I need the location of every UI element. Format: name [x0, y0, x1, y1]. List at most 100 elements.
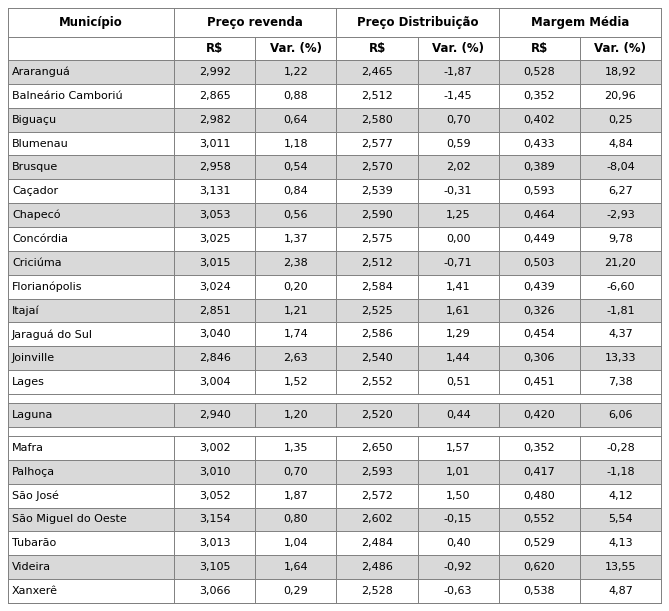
Text: R$: R$ — [369, 42, 385, 55]
Text: 2,982: 2,982 — [199, 115, 231, 125]
Text: Preço Distribuição: Preço Distribuição — [357, 16, 478, 29]
Text: 0,306: 0,306 — [524, 353, 555, 364]
Text: 0,326: 0,326 — [523, 306, 555, 315]
Text: 0,529: 0,529 — [523, 538, 555, 548]
Text: -0,28: -0,28 — [606, 443, 635, 453]
Text: 2,851: 2,851 — [199, 306, 231, 315]
Text: 1,01: 1,01 — [446, 467, 470, 477]
Text: -1,87: -1,87 — [444, 67, 472, 77]
Bar — [8, 203, 661, 227]
Text: 2,528: 2,528 — [361, 586, 393, 596]
Text: 3,052: 3,052 — [199, 491, 231, 500]
Text: 3,154: 3,154 — [199, 514, 231, 524]
Text: -0,15: -0,15 — [444, 514, 472, 524]
Text: -0,71: -0,71 — [444, 258, 472, 268]
Text: 1,64: 1,64 — [284, 562, 308, 573]
Text: 2,575: 2,575 — [361, 234, 393, 244]
Text: 0,538: 0,538 — [523, 586, 555, 596]
Text: 9,78: 9,78 — [608, 234, 633, 244]
Text: 0,51: 0,51 — [446, 377, 470, 387]
Text: Joinville: Joinville — [12, 353, 55, 364]
Text: R$: R$ — [531, 42, 548, 55]
Text: 0,25: 0,25 — [608, 115, 633, 125]
Text: -6,60: -6,60 — [606, 282, 635, 291]
Text: 0,451: 0,451 — [523, 377, 555, 387]
Text: -1,45: -1,45 — [444, 91, 472, 101]
Text: 1,52: 1,52 — [284, 377, 308, 387]
Bar — [8, 394, 661, 403]
Text: 0,389: 0,389 — [523, 163, 555, 172]
Bar — [8, 37, 661, 60]
Text: 1,20: 1,20 — [284, 410, 308, 420]
Text: 0,402: 0,402 — [523, 115, 555, 125]
Text: 0,40: 0,40 — [446, 538, 470, 548]
Text: 6,27: 6,27 — [608, 186, 633, 196]
Bar — [8, 179, 661, 203]
Text: -0,31: -0,31 — [444, 186, 472, 196]
Text: Videira: Videira — [12, 562, 51, 573]
Bar — [8, 275, 661, 299]
Text: 13,33: 13,33 — [605, 353, 636, 364]
Text: 6,06: 6,06 — [608, 410, 633, 420]
Bar — [8, 532, 661, 555]
Text: 2,865: 2,865 — [199, 91, 231, 101]
Text: 3,010: 3,010 — [199, 467, 230, 477]
Text: 3,011: 3,011 — [199, 139, 230, 148]
Text: 2,572: 2,572 — [361, 491, 393, 500]
Text: 1,41: 1,41 — [446, 282, 470, 291]
Bar — [8, 251, 661, 275]
Text: 0,552: 0,552 — [523, 514, 555, 524]
Text: 2,552: 2,552 — [361, 377, 393, 387]
Text: 0,20: 0,20 — [284, 282, 308, 291]
Text: Laguna: Laguna — [12, 410, 54, 420]
Text: 0,433: 0,433 — [523, 139, 555, 148]
Text: 2,650: 2,650 — [361, 443, 393, 453]
Text: Palhoça: Palhoça — [12, 467, 55, 477]
Text: 3,013: 3,013 — [199, 538, 230, 548]
Text: Concórdia: Concórdia — [12, 234, 68, 244]
Text: 3,004: 3,004 — [199, 377, 231, 387]
Text: Jaraguá do Sul: Jaraguá do Sul — [12, 329, 93, 340]
Text: 0,00: 0,00 — [446, 234, 470, 244]
Text: 2,520: 2,520 — [361, 410, 393, 420]
Text: 0,64: 0,64 — [284, 115, 308, 125]
Text: 3,015: 3,015 — [199, 258, 230, 268]
Text: 2,580: 2,580 — [361, 115, 393, 125]
Text: 0,352: 0,352 — [523, 443, 555, 453]
Text: 0,620: 0,620 — [523, 562, 555, 573]
Text: Lages: Lages — [12, 377, 45, 387]
Text: 4,84: 4,84 — [608, 139, 633, 148]
Text: 1,29: 1,29 — [446, 329, 470, 340]
Bar — [8, 403, 661, 427]
Text: 21,20: 21,20 — [605, 258, 636, 268]
Text: 4,37: 4,37 — [608, 329, 633, 340]
Text: 1,37: 1,37 — [284, 234, 308, 244]
Text: Florianópolis: Florianópolis — [12, 282, 82, 292]
Text: 1,74: 1,74 — [284, 329, 308, 340]
Text: 3,105: 3,105 — [199, 562, 230, 573]
Text: Xanxerê: Xanxerê — [12, 586, 58, 596]
Text: 2,593: 2,593 — [361, 467, 393, 477]
Text: 4,87: 4,87 — [608, 586, 633, 596]
Bar — [8, 484, 661, 508]
Text: Balneário Camboriú: Balneário Camboriú — [12, 91, 122, 101]
Text: 3,053: 3,053 — [199, 210, 230, 220]
Text: 0,70: 0,70 — [284, 467, 308, 477]
Bar — [8, 346, 661, 370]
Text: 0,420: 0,420 — [523, 410, 555, 420]
Text: 0,88: 0,88 — [284, 91, 308, 101]
Text: 2,570: 2,570 — [361, 163, 393, 172]
Text: 1,25: 1,25 — [446, 210, 470, 220]
Text: -0,92: -0,92 — [444, 562, 472, 573]
Text: 2,539: 2,539 — [361, 186, 393, 196]
Text: Var. (%): Var. (%) — [432, 42, 484, 55]
Text: 2,02: 2,02 — [446, 163, 470, 172]
Text: São José: São José — [12, 491, 59, 501]
Text: 3,025: 3,025 — [199, 234, 231, 244]
Text: 1,35: 1,35 — [284, 443, 308, 453]
Text: Mafra: Mafra — [12, 443, 44, 453]
Text: 1,22: 1,22 — [284, 67, 308, 77]
Text: 1,57: 1,57 — [446, 443, 470, 453]
Text: 2,484: 2,484 — [361, 538, 393, 548]
Text: Var. (%): Var. (%) — [595, 42, 646, 55]
